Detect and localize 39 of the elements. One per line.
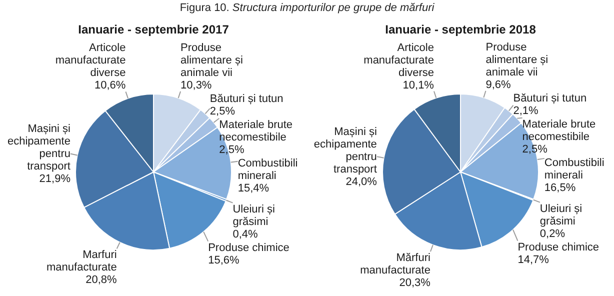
slice-label: Mărfuri manufacturate [360, 252, 430, 277]
slice-label: Articole manufacturate diverse [55, 42, 126, 80]
data-label: 15,6% [208, 254, 240, 266]
data-label: 10,1% [402, 79, 434, 92]
data-label: 14,7% [518, 254, 550, 266]
data-label: 2,1% [513, 104, 539, 117]
slice-label: Produse chimice [208, 242, 290, 254]
data-label: 10,3% [180, 79, 212, 92]
data-label: 21,9% [39, 173, 71, 185]
chart-title: Ianuarie - septembrie 2017 [78, 22, 230, 36]
data-label: 0,4% [232, 228, 258, 240]
data-label: 15,4% [238, 182, 270, 194]
slice-label: Uleiuri și grăsimi [540, 202, 582, 228]
slice-label: Mașini și echipamente pentru transport [314, 126, 377, 176]
slice-label: Materiale brute necomestibile [219, 118, 293, 144]
data-label: 10,6% [94, 80, 126, 92]
slice-label: Produse alimentare și animale vii [180, 42, 243, 79]
chart-title: Ianuarie - septembrie 2018 [385, 22, 536, 36]
slice-label: Combustibili minerali [238, 157, 298, 182]
data-label: 0,2% [540, 228, 566, 240]
slice-label: Produse alimentare și animale vii [486, 41, 548, 78]
slice-label: Marfuri manufacturate [46, 249, 117, 274]
slice-label: Băuturi și tutun [513, 92, 587, 104]
slice-label: Materiale brute necomestibile [522, 118, 596, 143]
slice-label: Combustibili minerali [544, 156, 604, 182]
data-label: 24,0% [346, 176, 378, 188]
data-label: 2,5% [522, 143, 548, 156]
slice-label: Articole manufacturate diverse [364, 42, 434, 79]
data-label: 2,5% [219, 144, 244, 156]
slice-label: Uleiuri și grăsimi [232, 203, 275, 228]
data-label: 16,5% [544, 182, 576, 194]
data-label: 20,8% [86, 274, 118, 286]
data-label: 9,6% [486, 78, 512, 91]
data-label: 2,5% [210, 105, 236, 118]
slice-label: Băuturi și tutun [210, 92, 284, 105]
data-label: 20,3% [399, 277, 431, 290]
slice-label: Mașini și echipamente pentru transport [7, 123, 70, 172]
text: Figura 10. Structura importurilor pe grupe de mărfuri [180, 2, 434, 14]
slice-label: Produse chimice [518, 241, 600, 254]
